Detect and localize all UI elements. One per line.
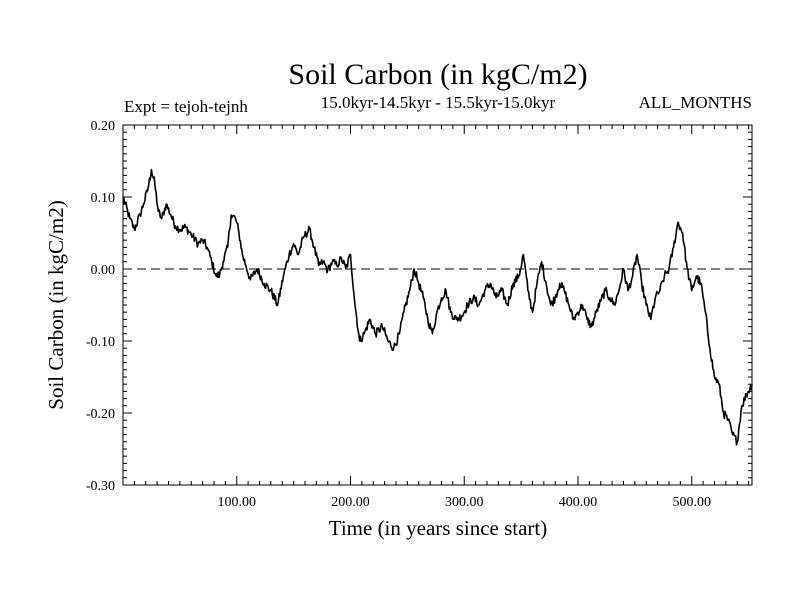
- x-tick-label: 100.00: [217, 495, 256, 510]
- y-tick-label: -0.30: [86, 479, 115, 494]
- x-tick-label: 300.00: [445, 495, 484, 510]
- x-axis-label: Time (in years since start): [329, 516, 548, 540]
- chart-title: Soil Carbon (in kgC/m2): [288, 58, 587, 91]
- y-axis-ticks: -0.30 -0.20 -0.10 0.00 0.10 0.20: [86, 119, 752, 494]
- plot-frame: [122, 124, 753, 486]
- x-axis-ticks: 100.00 200.00 300.00 400.00 500.00: [133, 125, 750, 510]
- y-tick-label: 0.00: [91, 263, 116, 278]
- chart-subtitle: 15.0kyr-14.5kyr - 15.5kyr-15.0kyr: [321, 93, 556, 112]
- series-line-soil-carbon: [122, 168, 753, 446]
- y-tick-label: -0.20: [86, 407, 115, 422]
- y-tick-label: -0.10: [86, 335, 115, 350]
- x-tick-label: 400.00: [559, 495, 598, 510]
- y-tick-label: 0.20: [91, 119, 116, 134]
- x-tick-label: 500.00: [672, 495, 711, 510]
- y-tick-label: 0.10: [91, 191, 116, 206]
- period-label: ALL_MONTHS: [639, 93, 752, 112]
- experiment-label: Expt = tejoh-tejnh: [124, 97, 248, 116]
- x-tick-label: 200.00: [331, 495, 370, 510]
- series-group: [122, 168, 753, 446]
- y-axis-label: Soil Carbon (in kgC/m2): [44, 200, 68, 409]
